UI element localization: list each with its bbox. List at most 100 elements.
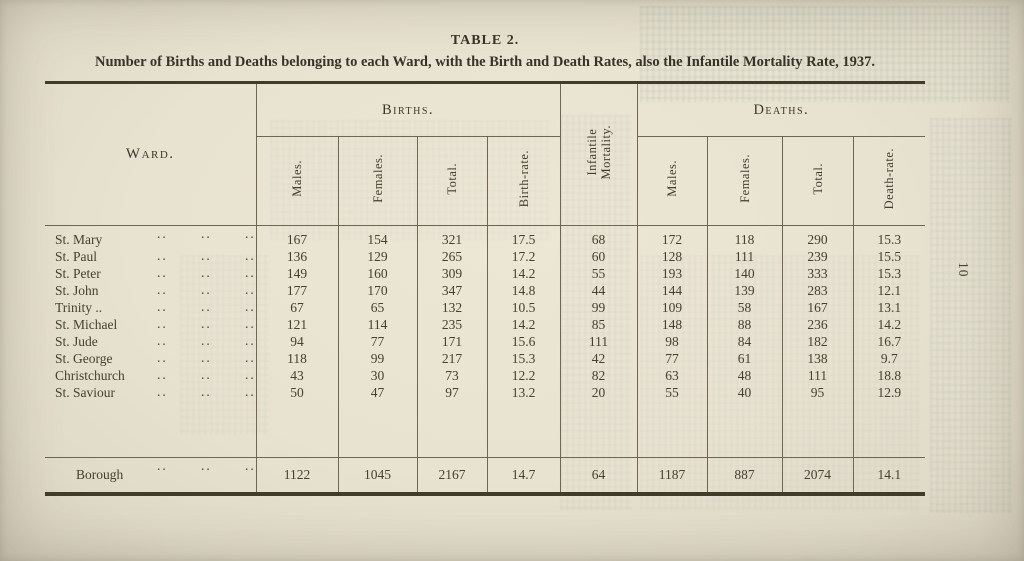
leader-dots: .. (245, 282, 256, 297)
leader-dots: .. (201, 316, 212, 331)
value-cell: 18.8 (852, 367, 926, 384)
value-cell: 43 (255, 367, 338, 384)
value-cell: 114 (337, 316, 417, 333)
table-row: St. George...... 118 99 217 15.3 42 77 61 138 9.7 (45, 350, 926, 367)
leader-dots: .. (245, 299, 256, 314)
value-cell (781, 401, 854, 457)
table-row: St. John...... 177 170 347 14.8 44 144 139 283 12… (45, 282, 926, 299)
leader-dots: .. (245, 226, 256, 241)
value-cell: 1122 (255, 456, 338, 494)
value-cell (852, 401, 926, 457)
value-cell: 30 (337, 367, 417, 384)
value-cell: 1187 (636, 456, 708, 494)
column-header-births-total: Total. (416, 136, 487, 226)
value-cell: 15.3 (852, 265, 926, 282)
value-cell: 50 (255, 384, 338, 401)
value-cell: 15.6 (486, 333, 561, 350)
value-cell: 16.7 (852, 333, 926, 350)
leader-dots: .. (157, 226, 168, 241)
leader-dots: .. (245, 457, 256, 473)
leader-dots: .. (201, 282, 212, 297)
value-cell: 13.1 (852, 299, 926, 316)
column-header-infantile-mortality: Infantile Mortality. (559, 82, 638, 226)
page-content: TABLE 2. Number of Births and Deaths bel… (45, 0, 926, 496)
value-cell: 60 (559, 248, 638, 265)
value-cell: 44 (559, 282, 638, 299)
leader-dots: .. (245, 333, 256, 348)
leader-dots: .. (201, 350, 212, 365)
value-cell: 14.2 (852, 316, 926, 333)
value-cell: 118 (255, 350, 338, 367)
value-cell: 99 (337, 350, 417, 367)
ward-cell: St. Jude...... (55, 333, 256, 349)
column-header-births-males: Males. (255, 136, 338, 226)
value-cell: 55 (559, 265, 638, 282)
value-cell: 167 (255, 225, 338, 248)
column-group-births: Births. (255, 82, 561, 137)
value-cell: 95 (781, 384, 854, 401)
table-title: TABLE 2. (450, 33, 520, 48)
value-cell: 85 (559, 316, 638, 333)
value-cell: 283 (781, 282, 854, 299)
value-cell: 14.1 (852, 456, 926, 494)
value-cell: 111 (781, 367, 854, 384)
ward-cell: Trinity ........ (55, 299, 256, 315)
ward-cell: St. Mary...... (55, 226, 256, 247)
leader-dots: .. (245, 316, 256, 331)
value-cell: 65 (337, 299, 417, 316)
value-cell: 15.3 (852, 225, 926, 248)
table-row: Borough...... 1122 1045 2167 14.7 64 1187 887 20… (45, 456, 926, 494)
leader-dots: .. (201, 248, 212, 263)
value-cell: 139 (706, 282, 783, 299)
value-cell: 82 (559, 367, 638, 384)
value-cell (636, 401, 708, 457)
value-cell: 58 (706, 299, 783, 316)
leader-dots: .. (157, 248, 168, 263)
value-cell: 40 (706, 384, 783, 401)
value-cell: 290 (781, 225, 854, 248)
value-cell: 239 (781, 248, 854, 265)
value-cell: 77 (636, 350, 708, 367)
column-header-deaths-females: Females. (706, 136, 783, 226)
value-cell: 15.3 (486, 350, 561, 367)
value-cell: 13.2 (486, 384, 561, 401)
value-cell: 235 (416, 316, 487, 333)
leader-dots: .. (201, 226, 212, 241)
ward-cell (45, 401, 256, 457)
table-row: Trinity ........ 67 65 132 10.5 99 109 58 167 13.… (45, 299, 926, 316)
column-group-deaths: Deaths. (636, 82, 926, 137)
value-cell (706, 401, 783, 457)
value-cell: 154 (337, 225, 417, 248)
leader-dots: .. (245, 384, 256, 399)
value-cell: 14.8 (486, 282, 561, 299)
leader-dots: .. (157, 367, 168, 382)
ward-cell: St. Peter...... (55, 265, 256, 281)
value-cell: 148 (636, 316, 708, 333)
ward-cell: St. Michael...... (55, 316, 256, 332)
table-row: Christchurch...... 43 30 73 12.2 82 63 48 111 18.… (45, 367, 926, 384)
table-row: St. Saviour...... 50 47 97 13.2 20 55 40 95 12.9 (45, 384, 926, 401)
table-body: St. Mary...... 167 154 321 17.5 68 172 118 290 15… (45, 225, 926, 494)
leader-dots: .. (157, 265, 168, 280)
value-cell: 309 (416, 265, 487, 282)
leader-dots: .. (245, 350, 256, 365)
column-header-death-rate: Death-rate. (852, 136, 926, 226)
table-row: St. Peter...... 149 160 309 14.2 55 193 140 333 1… (45, 265, 926, 282)
value-cell: 64 (559, 456, 638, 494)
leader-dots: .. (157, 282, 168, 297)
value-cell: 94 (255, 333, 338, 350)
value-cell: 109 (636, 299, 708, 316)
vital-statistics-table: Ward. Births. Infantile Mortality. Deaths… (45, 81, 926, 496)
value-cell: 47 (337, 384, 417, 401)
leader-dots: .. (157, 299, 168, 314)
value-cell: 1045 (337, 456, 417, 494)
value-cell: 12.1 (852, 282, 926, 299)
leader-dots: .. (201, 299, 212, 314)
value-cell: 10.5 (486, 299, 561, 316)
leader-dots: .. (157, 333, 168, 348)
value-cell: 12.2 (486, 367, 561, 384)
leader-dots: .. (201, 265, 212, 280)
value-cell: 149 (255, 265, 338, 282)
value-cell: 17.5 (486, 225, 561, 248)
